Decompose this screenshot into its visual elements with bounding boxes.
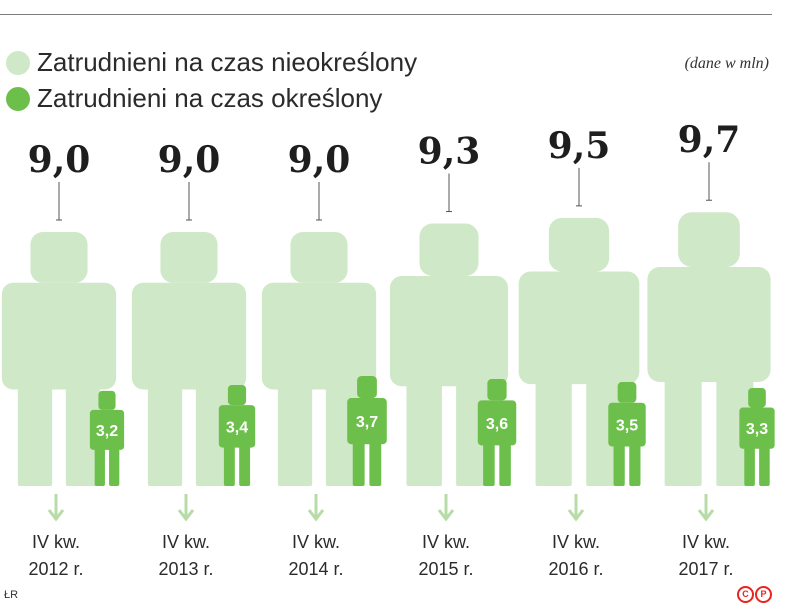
permanent-figure-4 xyxy=(518,217,640,486)
category-label-year-4: 2016 r. xyxy=(548,559,603,579)
temporary-figure-4 xyxy=(608,382,646,486)
permanent-value-label-3: 9,3 xyxy=(418,131,481,173)
temporary-value-label-2: 3,7 xyxy=(356,414,378,431)
permanent-value-label-4: 9,5 xyxy=(548,125,611,167)
category-label-quarter-4: IV kw. xyxy=(552,532,600,552)
down-arrow-head-4 xyxy=(567,509,585,522)
permanent-figure-0 xyxy=(1,232,117,486)
copyright-p-icon: P xyxy=(755,586,772,603)
temporary-value-label-1: 3,4 xyxy=(226,419,248,436)
source-credit: ŁR xyxy=(4,589,19,601)
legend-swatch-permanent xyxy=(6,50,30,75)
units-note: (dane w mln) xyxy=(684,55,769,72)
permanent-value-label-0: 9,0 xyxy=(28,139,91,181)
legend-label-temporary: Zatrudnieni na czas określony xyxy=(37,83,383,113)
top-rule xyxy=(0,14,772,15)
temporary-figure-2 xyxy=(347,376,387,486)
category-label-quarter-2: IV kw. xyxy=(292,532,340,552)
down-arrow-head-0 xyxy=(47,509,65,522)
legend-label-permanent: Zatrudnieni na czas nieokreślony xyxy=(37,47,418,77)
permanent-figure-3 xyxy=(389,223,509,486)
legend-item-permanent: Zatrudnieni na czas nieokreślony xyxy=(6,47,417,78)
category-label-year-2: 2014 r. xyxy=(288,559,343,579)
category-label-year-3: 2015 r. xyxy=(418,559,473,579)
category-label-year-0: 2012 r. xyxy=(28,559,83,579)
category-label-quarter-0: IV kw. xyxy=(32,532,80,552)
temporary-value-label-3: 3,6 xyxy=(486,416,508,433)
copyright-mark: C P xyxy=(737,586,773,603)
permanent-value-label-1: 9,0 xyxy=(158,139,221,181)
permanent-figure-5 xyxy=(647,212,771,486)
legend-swatch-temporary xyxy=(6,86,30,111)
temporary-value-label-5: 3,3 xyxy=(746,421,768,438)
legend-item-temporary: Zatrudnieni na czas określony xyxy=(6,83,382,114)
category-label-quarter-1: IV kw. xyxy=(162,532,210,552)
temporary-figure-3 xyxy=(477,379,517,486)
down-arrow-head-5 xyxy=(697,509,715,522)
temporary-value-label-0: 3,2 xyxy=(96,423,118,440)
permanent-value-label-2: 9,0 xyxy=(288,139,351,181)
copyright-c-icon: C xyxy=(737,586,754,603)
down-arrow-head-2 xyxy=(307,509,325,522)
permanent-figure-2 xyxy=(261,232,377,486)
category-label-quarter-3: IV kw. xyxy=(422,532,470,552)
category-label-year-5: 2017 r. xyxy=(678,559,733,579)
category-label-quarter-5: IV kw. xyxy=(682,532,730,552)
temporary-figure-5 xyxy=(739,387,775,486)
category-label-year-1: 2013 r. xyxy=(158,559,213,579)
down-arrow-head-3 xyxy=(437,509,455,522)
temporary-value-label-4: 3,5 xyxy=(616,418,638,435)
temporary-figure-0 xyxy=(89,390,125,486)
down-arrow-head-1 xyxy=(177,509,195,522)
temporary-figure-1 xyxy=(218,384,256,486)
permanent-value-label-5: 9,7 xyxy=(678,119,741,161)
